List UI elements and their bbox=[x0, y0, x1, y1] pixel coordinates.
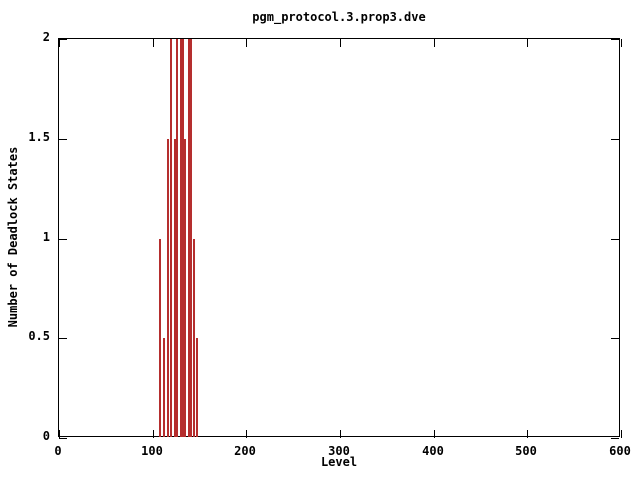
impulse-deadlock-states bbox=[163, 338, 165, 437]
impulse-deadlock-states bbox=[170, 39, 172, 437]
x-tick-mark-top bbox=[621, 39, 622, 47]
x-tick-label: 200 bbox=[234, 444, 256, 458]
x-tick-mark-bottom bbox=[434, 430, 435, 438]
impulse-deadlock-states bbox=[180, 39, 182, 437]
plot-area bbox=[58, 38, 622, 439]
y-tick-mark-left bbox=[59, 239, 67, 240]
x-tick-mark-bottom bbox=[621, 430, 622, 438]
y-tick-mark-right bbox=[611, 438, 619, 439]
y-tick-mark-right bbox=[611, 239, 619, 240]
x-tick-mark-top bbox=[59, 39, 60, 47]
x-tick-mark-top bbox=[246, 39, 247, 47]
x-tick-mark-bottom bbox=[527, 430, 528, 438]
y-tick-mark-right bbox=[611, 338, 619, 339]
x-tick-label: 500 bbox=[515, 444, 537, 458]
x-tick-label: 100 bbox=[141, 444, 163, 458]
impulse-deadlock-states bbox=[159, 239, 161, 437]
y-tick-mark-left bbox=[59, 139, 67, 140]
impulse-deadlock-states bbox=[188, 39, 190, 437]
y-tick-mark-right bbox=[611, 139, 619, 140]
x-tick-mark-top bbox=[434, 39, 435, 47]
impulse-deadlock-states bbox=[184, 139, 186, 437]
x-tick-mark-top bbox=[340, 39, 341, 47]
x-tick-mark-bottom bbox=[340, 430, 341, 438]
x-tick-mark-bottom bbox=[59, 430, 60, 438]
impulse-deadlock-states bbox=[174, 139, 176, 437]
x-tick-mark-top bbox=[153, 39, 154, 47]
impulse-deadlock-states bbox=[182, 39, 184, 437]
impulse-deadlock-states bbox=[167, 139, 169, 437]
y-tick-mark-left bbox=[59, 338, 67, 339]
y-tick-mark-right bbox=[611, 39, 619, 40]
x-tick-mark-top bbox=[527, 39, 528, 47]
chart-title: pgm_protocol.3.prop3.dve bbox=[252, 10, 426, 24]
y-tick-mark-left bbox=[59, 39, 67, 40]
y-tick-label: 1 bbox=[42, 230, 50, 244]
impulse-deadlock-states bbox=[193, 239, 195, 437]
y-tick-label: 1.5 bbox=[28, 130, 50, 144]
impulse-deadlock-states bbox=[176, 39, 178, 437]
y-tick-label: 0 bbox=[42, 429, 50, 443]
x-tick-label: 400 bbox=[422, 444, 444, 458]
x-tick-mark-bottom bbox=[246, 430, 247, 438]
x-tick-label: 600 bbox=[609, 444, 631, 458]
x-tick-label: 300 bbox=[328, 444, 350, 458]
impulse-deadlock-states bbox=[196, 338, 198, 437]
x-tick-label: 0 bbox=[54, 444, 62, 458]
impulse-deadlock-states bbox=[190, 39, 192, 437]
x-tick-mark-bottom bbox=[153, 430, 154, 438]
y-tick-mark-left bbox=[59, 438, 67, 439]
y-tick-label: 0.5 bbox=[28, 329, 50, 343]
y-tick-label: 2 bbox=[42, 30, 50, 44]
x-axis-label: Level bbox=[320, 455, 358, 469]
